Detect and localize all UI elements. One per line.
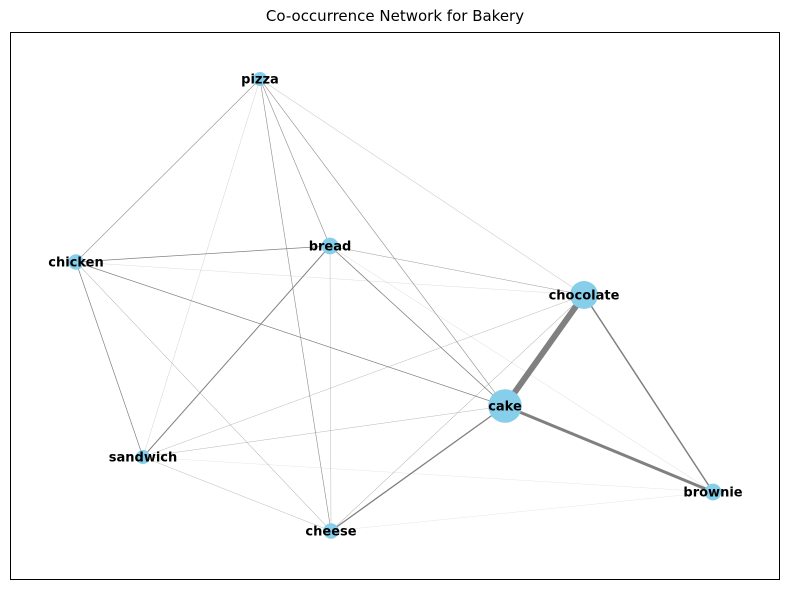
- node-cheese: [323, 523, 339, 539]
- node-brownie: [704, 483, 722, 501]
- edge-bread-cheese: [329, 245, 332, 532]
- edge-bread-sandwich: [142, 245, 331, 458]
- edge-chicken-bread: [75, 245, 331, 263]
- edge-cake-brownie: [504, 404, 714, 494]
- edge-sandwich-brownie: [142, 456, 714, 493]
- edge-pizza-cheese: [259, 78, 332, 532]
- edge-bread-chocolate: [329, 245, 585, 296]
- node-chicken: [68, 254, 84, 270]
- edge-chicken-cheese: [75, 261, 332, 532]
- edge-sandwich-chocolate: [142, 294, 585, 458]
- chart-title: Co-occurrence Network for Bakery: [265, 7, 525, 25]
- node-label-chocolate: chocolate: [549, 289, 620, 304]
- edge-bread-cake: [329, 245, 506, 407]
- node-cake: [488, 389, 522, 423]
- plot-frame: [10, 32, 780, 580]
- edge-bread-brownie: [329, 245, 714, 493]
- edge-sandwich-cake: [142, 405, 506, 458]
- node-label-sandwich: sandwich: [109, 451, 178, 466]
- edge-sandwich-cheese: [142, 456, 332, 532]
- edge-chicken-cake: [75, 261, 506, 407]
- edge-chicken-chocolate: [75, 261, 585, 296]
- edge-cheese-brownie: [330, 491, 714, 532]
- node-label-pizza: pizza: [241, 73, 279, 88]
- edge-chocolate-brownie: [583, 294, 714, 493]
- node-sandwich: [136, 450, 150, 464]
- node-label-cheese: cheese: [305, 525, 356, 540]
- node-chocolate: [570, 281, 598, 309]
- edge-pizza-sandwich: [142, 78, 261, 458]
- node-layer: [68, 72, 722, 539]
- node-bread: [321, 237, 339, 255]
- node-label-chicken: chicken: [48, 256, 104, 271]
- edge-pizza-cake: [259, 78, 506, 407]
- node-label-bread: bread: [309, 240, 352, 255]
- edge-cake-cheese: [330, 405, 506, 532]
- edge-pizza-chocolate: [259, 78, 585, 296]
- node-pizza: [253, 72, 267, 86]
- node-label-brownie: brownie: [683, 486, 742, 501]
- edge-chocolate-cake: [502, 293, 587, 408]
- edge-pizza-chicken: [75, 78, 261, 263]
- edge-pizza-bread: [259, 78, 331, 247]
- edge-layer: [75, 78, 714, 532]
- node-label-cake: cake: [488, 400, 522, 415]
- label-layer: pizza bread chicken chocolate cake sandwich br…: [48, 73, 743, 540]
- edge-cheese-chocolate: [330, 294, 585, 532]
- edge-chicken-sandwich: [75, 261, 144, 458]
